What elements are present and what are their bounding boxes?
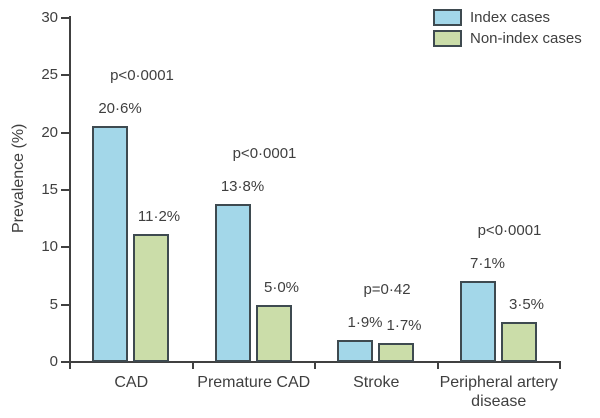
y-axis-tick	[61, 189, 69, 191]
legend-swatch-icon	[433, 9, 462, 26]
bar-non-index-cases	[133, 233, 169, 362]
p-value-label: p=0·42	[363, 281, 411, 299]
y-axis-tick	[61, 303, 69, 306]
bar-index-cases	[214, 203, 251, 362]
bar-non-index-cases	[500, 321, 537, 362]
bar-index-cases	[337, 340, 373, 362]
bar-value-label: 1·7%	[386, 316, 422, 334]
bar-non-index-cases	[378, 342, 414, 362]
legend-swatch-icon	[433, 30, 462, 47]
y-axis-tick-label: 20	[41, 123, 58, 141]
x-axis-tick	[191, 362, 194, 369]
bar-index-cases	[92, 125, 128, 362]
x-axis-tick	[69, 362, 71, 369]
legend-label: Index cases	[470, 9, 551, 26]
bar-value-label: 20·6%	[98, 99, 142, 117]
x-axis-category-label: CAD	[114, 374, 149, 391]
x-axis-tick	[559, 362, 561, 369]
bar-value-label: 3·5%	[508, 295, 545, 313]
y-axis-tick-label: 10	[41, 238, 58, 256]
y-axis-tick-label: 25	[41, 66, 58, 84]
legend: Index cases Non-index cases	[433, 9, 582, 51]
p-value-label: p<0·0001	[477, 221, 542, 239]
bar-value-label: 7·1%	[469, 254, 506, 272]
y-axis-tick-label: 30	[41, 9, 58, 26]
p-value-label: p<0·0001	[232, 144, 297, 162]
y-axis-tick-label: 0	[49, 353, 58, 370]
legend-item: Index cases	[433, 9, 582, 26]
x-axis-category-label: Stroke	[353, 374, 400, 391]
y-axis-line	[69, 16, 71, 363]
legend-item: Non-index cases	[433, 30, 582, 47]
bar-non-index-cases	[255, 304, 292, 362]
bar-index-cases	[459, 280, 496, 362]
y-axis-tick	[61, 17, 69, 19]
x-axis-category-label: Premature CAD	[197, 374, 311, 391]
legend-label: Non-index cases	[470, 30, 582, 47]
x-axis-category-label: Peripheral artery disease	[439, 374, 558, 410]
bar-value-label: 5·0%	[263, 278, 300, 296]
y-axis-tick	[61, 74, 69, 77]
y-axis-tick	[61, 131, 69, 134]
y-axis-tick-label: 15	[41, 181, 58, 198]
y-axis-tick-label: 5	[49, 295, 58, 313]
x-axis-tick	[314, 362, 316, 369]
bar-value-label: 1·9%	[347, 314, 383, 332]
p-value-label: p<0·0001	[110, 66, 174, 84]
y-axis-tick	[61, 361, 69, 363]
x-axis-tick	[436, 362, 439, 369]
bar-value-label: 11·2%	[137, 207, 181, 225]
y-axis-tick	[61, 246, 69, 249]
bar-value-label: 13·8%	[220, 177, 265, 195]
